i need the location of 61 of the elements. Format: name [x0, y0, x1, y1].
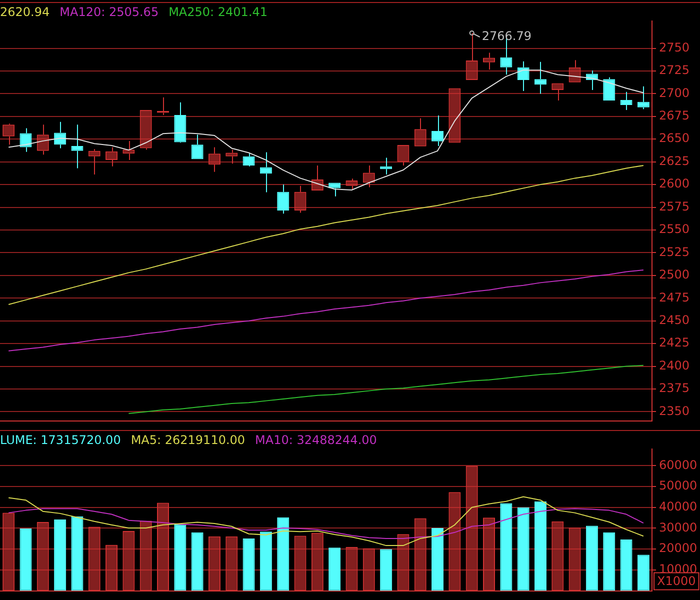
- bar: [174, 524, 186, 591]
- y-tick-label: 2475: [659, 290, 690, 304]
- y-tick-label: 2425: [659, 336, 690, 350]
- bar: [71, 516, 84, 591]
- text: MA10: 32488244.00: [255, 433, 377, 447]
- bar: [603, 532, 616, 591]
- text: X1000: [657, 574, 696, 588]
- candlestick: [534, 61, 546, 94]
- bar: [534, 501, 546, 591]
- text: MA250: 2401.41: [168, 5, 268, 19]
- y-tick-label: 2675: [659, 108, 690, 123]
- candlestick: [174, 102, 186, 142]
- y-tick-label: 2700: [659, 86, 690, 100]
- text: 2620.94: [0, 5, 50, 19]
- y-tick-label: 2450: [659, 312, 690, 327]
- candlestick: [620, 91, 632, 111]
- y-tick-label: 2725: [659, 63, 690, 78]
- bar: [260, 532, 272, 591]
- y-tick-label: 60000: [659, 458, 698, 472]
- bar: [517, 507, 530, 591]
- y-tick-label: 2350: [659, 404, 690, 418]
- y-tick-label: 2550: [659, 222, 690, 236]
- bar: [620, 540, 632, 591]
- text: MA120: 2505.65: [60, 5, 159, 19]
- candlestick: [140, 110, 152, 150]
- bar: [500, 503, 512, 591]
- bar: [242, 538, 255, 591]
- y-tick-label: 2575: [659, 199, 690, 214]
- y-tick-label: 2500: [659, 268, 690, 282]
- y-tick-label: 40000: [659, 500, 698, 514]
- annotation: 2766.79: [482, 29, 532, 44]
- y-tick-label: 2625: [659, 154, 690, 168]
- candlestick: [226, 149, 238, 164]
- bar: [191, 532, 204, 591]
- bar: [277, 517, 290, 591]
- y-tick-label: 2525: [659, 244, 690, 259]
- y-tick-label: 20000: [659, 541, 698, 556]
- text: LUME: 17315720.00: [0, 433, 121, 447]
- y-tick-label: 2400: [659, 358, 690, 372]
- candlestick: [482, 52, 496, 70]
- y-tick-label: 2650: [659, 131, 690, 146]
- y-tick-label: 2600: [659, 176, 690, 191]
- text: MA5: 26219110.00: [130, 433, 246, 447]
- candlestick: [346, 178, 358, 190]
- candlestick: [260, 152, 272, 193]
- candlestick: [88, 148, 100, 176]
- bar: [586, 526, 598, 591]
- candlestick: [122, 140, 135, 161]
- y-tick-label: 50000: [659, 478, 698, 493]
- candlestick: [328, 182, 341, 197]
- y-tick-label: 30000: [659, 520, 698, 534]
- y-tick-label: 2375: [659, 381, 690, 396]
- bar: [637, 554, 650, 591]
- bar: [20, 528, 32, 591]
- bar: [432, 528, 444, 591]
- bar: [54, 519, 66, 591]
- candlestick: [71, 124, 84, 169]
- bar: [328, 548, 341, 591]
- bar: [380, 549, 392, 591]
- candlestick: [637, 86, 650, 110]
- y-tick-label: 2750: [659, 40, 690, 54]
